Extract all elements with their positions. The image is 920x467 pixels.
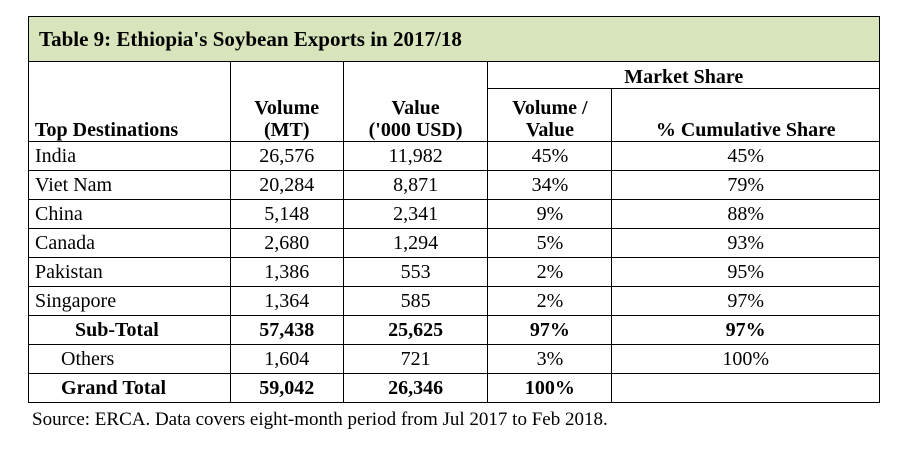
- cell-volume: 1,386: [229, 257, 344, 287]
- cell-value: 1,294: [342, 228, 489, 258]
- cell-dest: Sub-Total: [28, 315, 231, 345]
- table-row: Others 1,604 721 3% 100%: [28, 344, 880, 374]
- cell-share: 9%: [487, 199, 613, 229]
- table-row: Singapore 1,364 585 2% 97%: [28, 286, 880, 316]
- soybean-exports-table: Table 9: Ethiopia's Soybean Exports in 2…: [28, 16, 880, 403]
- table-row: Viet Nam 20,284 8,871 34% 79%: [28, 170, 880, 200]
- cell-value: 8,871: [342, 170, 489, 200]
- cell-cum: 97%: [611, 286, 880, 316]
- cell-share: 2%: [487, 286, 613, 316]
- cell-share: 97%: [487, 315, 613, 345]
- cell-volume: 57,438: [229, 315, 344, 345]
- cell-cum: 79%: [611, 170, 880, 200]
- header-cumulative: % Cumulative Share: [611, 88, 880, 142]
- cell-share: 2%: [487, 257, 613, 287]
- cell-dest: Singapore: [28, 286, 231, 316]
- table-row: China 5,148 2,341 9% 88%: [28, 199, 880, 229]
- cell-dest: India: [28, 141, 231, 171]
- table-row: Sub-Total 57,438 25,625 97% 97%: [28, 315, 880, 345]
- header-value: Value ('000 USD): [342, 61, 489, 142]
- header-destinations: Top Destinations: [28, 61, 231, 142]
- cell-cum: 93%: [611, 228, 880, 258]
- cell-cum: 95%: [611, 257, 880, 287]
- header-market-share: Market Share: [487, 61, 880, 89]
- cell-volume: 26,576: [229, 141, 344, 171]
- cell-value: 721: [342, 344, 489, 374]
- cell-volume: 2,680: [229, 228, 344, 258]
- cell-volume: 5,148: [229, 199, 344, 229]
- cell-dest: Viet Nam: [28, 170, 231, 200]
- header-volume-value: Volume / Value: [487, 88, 613, 142]
- cell-share: 45%: [487, 141, 613, 171]
- cell-dest: China: [28, 199, 231, 229]
- cell-value: 26,346: [342, 373, 489, 403]
- cell-volume: 59,042: [229, 373, 344, 403]
- source-note: Source: ERCA. Data covers eight-month pe…: [32, 409, 608, 430]
- cell-cum: [611, 373, 880, 403]
- cell-value: 553: [342, 257, 489, 287]
- cell-dest: Others: [28, 344, 231, 374]
- table-row: India 26,576 11,982 45% 45%: [28, 141, 880, 171]
- cell-value: 2,341: [342, 199, 489, 229]
- cell-volume: 1,604: [229, 344, 344, 374]
- cell-value: 585: [342, 286, 489, 316]
- cell-value: 25,625: [342, 315, 489, 345]
- cell-dest: Pakistan: [28, 257, 231, 287]
- cell-cum: 100%: [611, 344, 880, 374]
- table-row: Canada 2,680 1,294 5% 93%: [28, 228, 880, 258]
- cell-volume: 1,364: [229, 286, 344, 316]
- table-row: Pakistan 1,386 553 2% 95%: [28, 257, 880, 287]
- cell-dest: Canada: [28, 228, 231, 258]
- cell-cum: 88%: [611, 199, 880, 229]
- cell-share: 100%: [487, 373, 613, 403]
- cell-share: 34%: [487, 170, 613, 200]
- cell-cum: 97%: [611, 315, 880, 345]
- cell-value: 11,982: [342, 141, 489, 171]
- cell-share: 3%: [487, 344, 613, 374]
- table-row: Grand Total 59,042 26,346 100%: [28, 373, 880, 403]
- cell-dest: Grand Total: [28, 373, 231, 403]
- table-title: Table 9: Ethiopia's Soybean Exports in 2…: [28, 16, 880, 62]
- header-volume: Volume (MT): [229, 61, 344, 142]
- cell-cum: 45%: [611, 141, 880, 171]
- cell-share: 5%: [487, 228, 613, 258]
- cell-volume: 20,284: [229, 170, 344, 200]
